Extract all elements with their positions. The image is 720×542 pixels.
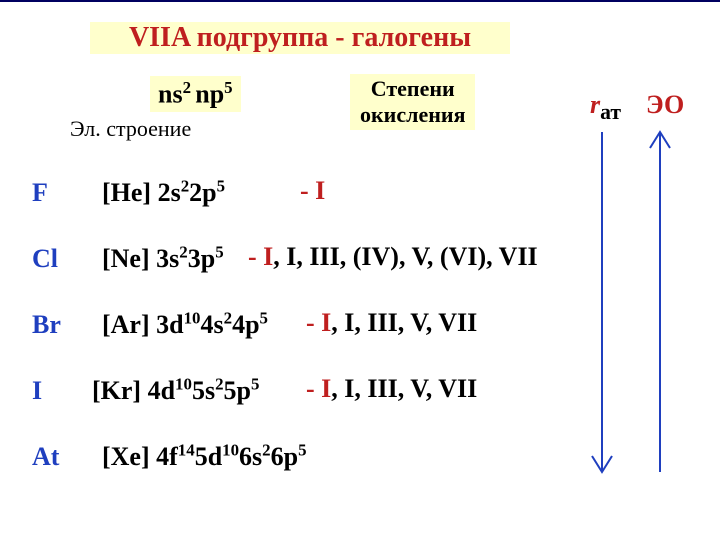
eo-arrow	[0, 2, 720, 542]
oxidation-states: - I	[300, 176, 325, 206]
oxidation-states: - I, I, III, V, VII	[306, 308, 477, 338]
oxidation-states: - I, I, III, V, VII	[306, 374, 477, 404]
oxidation-states: - I, I, III, (IV), V, (VI), VII	[248, 242, 538, 272]
